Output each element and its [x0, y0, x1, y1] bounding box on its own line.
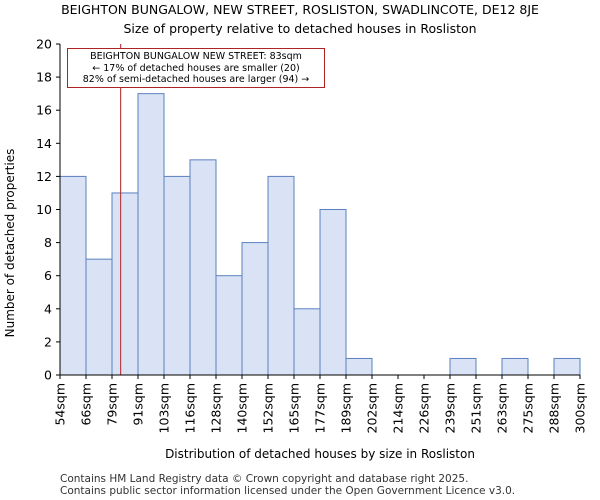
- annotation-line-2: ← 17% of detached houses are smaller (20…: [92, 62, 300, 74]
- histogram-bar: [163, 175, 191, 376]
- histogram-bar: [345, 357, 373, 376]
- y-tick-label: 10: [36, 202, 52, 217]
- histogram-bar: [449, 357, 477, 376]
- x-tick-label: 103sqm: [157, 383, 172, 433]
- annotation-line-3: 82% of semi-detached houses are larger (…: [82, 74, 310, 85]
- x-tick-label: 165sqm: [287, 383, 302, 433]
- histogram-bar: [189, 159, 217, 376]
- y-axis-label: Number of detached properties: [3, 149, 17, 338]
- x-tick-label: 54sqm: [53, 383, 68, 426]
- histogram-bar: [553, 357, 581, 376]
- y-tick-label: 20: [36, 37, 52, 52]
- annotation-box: BEIGHTON BUNGALOW NEW STREET: 83sqm ← 17…: [67, 48, 325, 88]
- footer-line-2: Contains public sector information licen…: [60, 485, 516, 497]
- x-tick-label: 226sqm: [417, 383, 432, 433]
- y-tick-label: 16: [36, 103, 52, 118]
- x-tick-label: 263sqm: [495, 383, 510, 433]
- x-tick-label: 66sqm: [79, 383, 94, 426]
- x-tick-label: 275sqm: [521, 383, 536, 433]
- y-axis-ticks: 0 2 4 6 8 10 12 14 16 18 20: [36, 37, 60, 383]
- y-tick-label: 0: [44, 368, 52, 383]
- histogram-bar: [85, 258, 113, 376]
- histogram-bar: [501, 357, 529, 376]
- x-tick-label: 79sqm: [105, 383, 120, 426]
- histogram-bar: [111, 192, 139, 376]
- x-tick-label: 177sqm: [313, 383, 328, 433]
- y-tick-label: 6: [44, 268, 52, 283]
- y-tick-label: 4: [44, 301, 52, 316]
- x-tick-label: 91sqm: [131, 383, 146, 426]
- x-tick-label: 140sqm: [235, 383, 250, 433]
- x-tick-label: 152sqm: [261, 383, 276, 433]
- histogram-bars: [59, 93, 581, 376]
- histogram-bar: [241, 242, 269, 376]
- x-axis-ticks: 54sqm 66sqm 79sqm 91sqm 103sqm 116sqm 128sqm 14…: [53, 375, 588, 433]
- y-tick-label: 14: [36, 136, 52, 151]
- x-tick-label: 116sqm: [183, 383, 198, 433]
- y-tick-label: 12: [36, 169, 52, 184]
- x-tick-label: 202sqm: [365, 383, 380, 433]
- histogram-bar: [137, 93, 165, 376]
- x-tick-label: 288sqm: [547, 383, 562, 433]
- x-tick-label: 239sqm: [443, 383, 458, 433]
- chart-title: BEIGHTON BUNGALOW, NEW STREET, ROSLISTON…: [61, 2, 539, 17]
- y-tick-label: 2: [44, 334, 52, 349]
- y-tick-label: 8: [44, 235, 52, 250]
- footer-line-1: Contains HM Land Registry data © Crown c…: [60, 473, 469, 485]
- y-tick-label: 18: [36, 70, 52, 85]
- histogram-bar: [215, 275, 243, 376]
- x-tick-label: 251sqm: [469, 383, 484, 433]
- histogram-bar: [319, 209, 347, 376]
- annotation-line-1: BEIGHTON BUNGALOW NEW STREET: 83sqm: [90, 51, 302, 62]
- x-tick-label: 128sqm: [209, 383, 224, 433]
- x-tick-label: 300sqm: [573, 383, 588, 433]
- x-tick-label: 189sqm: [339, 383, 354, 433]
- histogram-bar: [59, 175, 87, 376]
- x-axis-label: Distribution of detached houses by size …: [165, 447, 475, 461]
- chart-subtitle: Size of property relative to detached ho…: [123, 21, 477, 36]
- histogram-bar: [293, 308, 321, 376]
- x-tick-label: 214sqm: [391, 383, 406, 433]
- histogram-bar: [267, 175, 295, 376]
